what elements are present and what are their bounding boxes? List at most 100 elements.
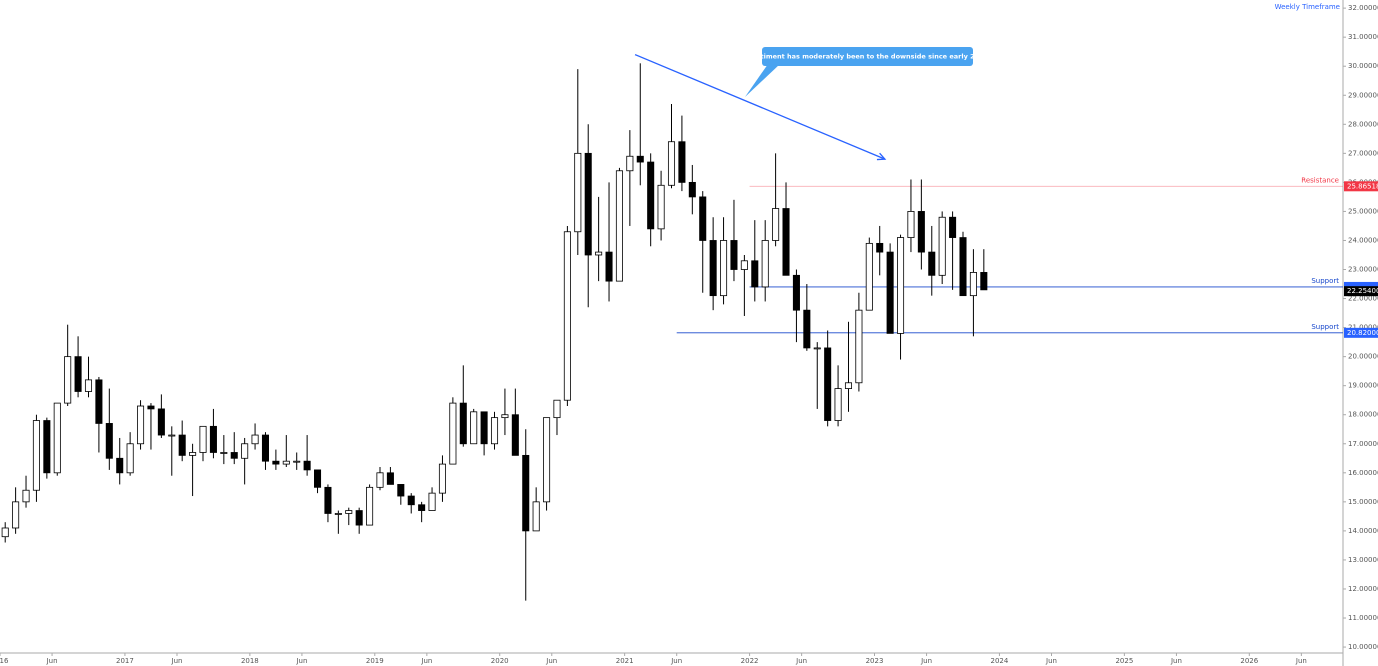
y-tick-label: 19.00000 [1348, 382, 1378, 390]
y-tick-label: 14.00000 [1348, 527, 1378, 535]
x-tick-label: Jun [1295, 657, 1307, 665]
candle-body [834, 388, 842, 421]
candle-body [168, 434, 176, 437]
candle-body [407, 495, 415, 506]
candle-body [928, 251, 936, 276]
candle-body [584, 152, 592, 256]
candle-body [615, 170, 623, 282]
x-tick-label: 2024 [991, 657, 1009, 665]
candle-body [532, 501, 540, 532]
x-tick-label: 2020 [491, 657, 509, 665]
candle-body [74, 356, 82, 392]
candle-body [907, 211, 915, 238]
candle-body [303, 460, 311, 471]
candle-body [32, 420, 40, 491]
candle-body [490, 417, 499, 445]
candle-body [782, 208, 790, 276]
candle-body [574, 152, 582, 233]
x-tick-label: 2025 [1115, 657, 1133, 665]
y-tick-label: 25.00000 [1348, 207, 1378, 215]
candle-body [501, 414, 509, 419]
candle-body [157, 408, 165, 436]
y-tick-label: 27.00000 [1348, 149, 1378, 157]
level-label: Resistance [1301, 176, 1339, 184]
candle-body [95, 379, 103, 424]
candle-body [543, 417, 551, 503]
x-tick-label: 2019 [366, 657, 384, 665]
candle-body [595, 251, 603, 256]
candle-body [272, 460, 280, 465]
candle-body [293, 460, 301, 463]
candle-body [230, 452, 238, 459]
callout-text: Sentiment has moderately been to the dow… [747, 53, 989, 61]
callout-pointer [745, 64, 780, 97]
candle-body [1, 527, 9, 538]
level-label: Support [1311, 277, 1339, 285]
candle-body [876, 242, 884, 253]
candle-body [657, 184, 665, 230]
x-tick-label: Jun [295, 657, 307, 665]
candle-body [209, 425, 217, 453]
candle-body [865, 242, 873, 311]
candle-body [22, 489, 30, 503]
y-tick-label: 12.00000 [1348, 585, 1378, 593]
candle-body [522, 454, 530, 532]
candle-body [553, 399, 561, 419]
candle-body [730, 240, 738, 270]
candle-body [709, 240, 717, 297]
candle-body [334, 513, 342, 515]
candle-body [241, 443, 249, 459]
candle-body [667, 141, 676, 186]
y-tick-label: 24.00000 [1348, 236, 1378, 244]
candle-body [678, 141, 686, 183]
price-box [1344, 286, 1378, 297]
candle-body [324, 486, 332, 514]
candle-body [199, 425, 207, 453]
y-tick-label: 10.00000 [1348, 643, 1378, 651]
candle-body [53, 402, 61, 474]
candle-body [803, 309, 811, 349]
price-box [1344, 181, 1378, 192]
x-tick-label: Jun [420, 657, 432, 665]
candle-body [137, 405, 145, 445]
candle-body [720, 240, 728, 297]
x-tick-label: Jun [545, 657, 557, 665]
y-tick-label: 29.00000 [1348, 91, 1378, 99]
candle-body [438, 463, 446, 494]
x-tick-label: Jun [670, 657, 682, 665]
candle-body [178, 434, 186, 456]
candle-body [428, 492, 436, 511]
candle-body [261, 434, 269, 462]
price-box [1344, 327, 1378, 338]
y-tick-label: 17.00000 [1348, 440, 1378, 448]
x-tick-label: 2021 [616, 657, 634, 665]
x-tick-label: 2017 [116, 657, 134, 665]
price-box-label: 25.86518 [1347, 182, 1378, 190]
candle-body [282, 460, 290, 465]
candle-body [886, 251, 894, 334]
y-tick-label: 16.00000 [1348, 469, 1378, 477]
y-tick-label: 18.00000 [1348, 411, 1378, 419]
candle-body [647, 161, 655, 230]
candle-body [980, 272, 988, 291]
x-tick-label: Jun [1170, 657, 1182, 665]
x-tick-label: 2022 [741, 657, 759, 665]
candle-body [938, 216, 946, 276]
x-tick-label: 2026 [1240, 657, 1258, 665]
candle-body [43, 420, 51, 474]
candle-body [761, 240, 769, 288]
candle-body [366, 486, 374, 526]
candle-body [626, 155, 634, 172]
y-tick-label: 20.00000 [1348, 353, 1378, 361]
candle-body [397, 484, 405, 497]
x-tick-label: Jun [171, 657, 183, 665]
candle-body [855, 309, 863, 384]
candle-body [969, 272, 977, 297]
candle-body [563, 231, 571, 401]
y-tick-label: 31.00000 [1348, 33, 1378, 41]
y-tick-label: 11.00000 [1348, 614, 1378, 622]
candle-body [220, 452, 228, 454]
candle-body [418, 504, 426, 511]
candle-body [740, 260, 748, 270]
